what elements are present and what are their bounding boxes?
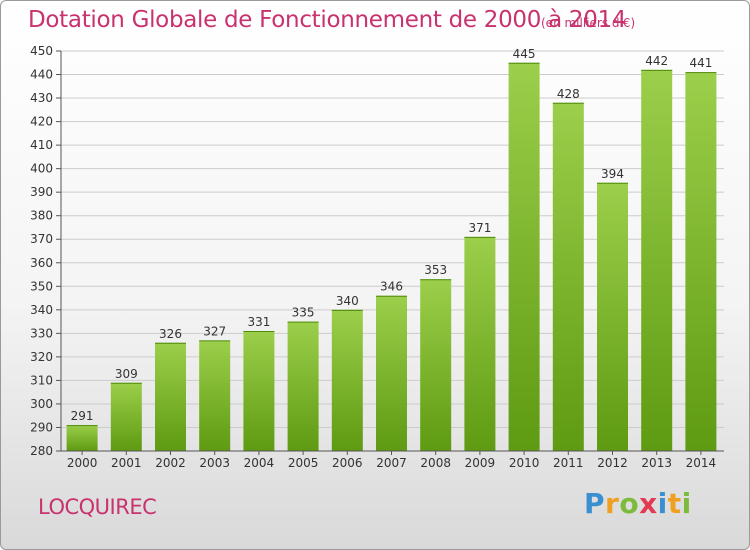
x-tick-label-2014: 2014 <box>686 456 717 470</box>
bar-2001 <box>110 382 142 451</box>
y-tick-label: 390 <box>30 185 53 199</box>
y-tick-label: 450 <box>30 44 53 58</box>
bar-2000 <box>66 425 98 451</box>
data-label-2002: 326 <box>159 327 182 341</box>
y-tick-label: 440 <box>30 68 53 82</box>
y-tick-label: 420 <box>30 115 53 129</box>
y-tick-label: 400 <box>30 162 53 176</box>
y-tick-label: 410 <box>30 138 53 152</box>
y-tick-label: 290 <box>30 420 53 434</box>
x-tick-label-2011: 2011 <box>553 456 584 470</box>
x-tick-label-2010: 2010 <box>509 456 540 470</box>
x-tick-label-2001: 2001 <box>111 456 142 470</box>
data-label-2011: 428 <box>557 87 580 101</box>
y-tick-label: 350 <box>30 279 53 293</box>
x-tick-label-2000: 2000 <box>67 456 98 470</box>
data-label-2013: 442 <box>645 54 668 68</box>
y-tick-label: 380 <box>30 209 53 223</box>
bar-2014 <box>685 72 717 452</box>
x-tick-label-2005: 2005 <box>288 456 319 470</box>
data-label-2012: 394 <box>601 167 624 181</box>
x-tick-label-2006: 2006 <box>332 456 363 470</box>
y-tick-label: 310 <box>30 373 53 387</box>
data-label-2005: 335 <box>292 306 315 320</box>
chart-title: Dotation Globale de Fonctionnement de 20… <box>28 7 627 33</box>
y-tick-label: 360 <box>30 256 53 270</box>
data-label-2009: 371 <box>468 221 491 235</box>
data-label-2014: 441 <box>689 56 712 70</box>
bar-2010 <box>508 62 540 451</box>
bar-2003 <box>199 340 231 451</box>
bar-2011 <box>552 102 584 451</box>
bar-2002 <box>155 342 186 451</box>
y-tick-label: 370 <box>30 232 53 246</box>
bar-2004 <box>243 331 275 451</box>
data-label-2007: 346 <box>380 280 403 294</box>
x-tick-label-2007: 2007 <box>376 456 407 470</box>
axes: 280 290 300 310 320 330 340 350 360 370 380 390 400 4… <box>30 44 724 470</box>
y-tick-label: 340 <box>30 303 53 317</box>
commune-name: LOCQUIREC <box>38 495 157 519</box>
y-tick-label: 280 <box>30 444 53 458</box>
proxiti-logo: Proxiti <box>584 487 692 520</box>
x-tick-label-2013: 2013 <box>641 456 672 470</box>
bar-2007 <box>376 295 407 451</box>
bar-2005 <box>287 321 319 451</box>
data-label-2003: 327 <box>203 324 226 338</box>
bar-2009 <box>464 236 496 451</box>
data-label-2000: 291 <box>71 409 94 423</box>
data-label-2008: 353 <box>424 263 447 277</box>
bar-2012 <box>597 182 628 451</box>
x-tick-label-2008: 2008 <box>420 456 451 470</box>
bar-chart: 291 309 326 327 331 335 340 346 353 371 445 428 394 4… <box>30 44 724 470</box>
bars: 291 309 326 327 331 335 340 346 353 371 445 428 394 4… <box>66 47 717 452</box>
x-tick-label-2012: 2012 <box>597 456 628 470</box>
data-label-2004: 331 <box>247 315 270 329</box>
x-tick-label-2004: 2004 <box>244 456 275 470</box>
x-tick-label-2003: 2003 <box>199 456 230 470</box>
bar-2008 <box>420 279 452 451</box>
chart-subtitle: (en milliers d'€) <box>541 16 636 30</box>
x-tick-label-2002: 2002 <box>155 456 186 470</box>
y-tick-label: 300 <box>30 397 53 411</box>
bar-2013 <box>641 69 673 451</box>
bar-2006 <box>331 309 363 451</box>
data-label-2010: 445 <box>513 47 536 61</box>
y-tick-label: 330 <box>30 326 53 340</box>
x-tick-label-2009: 2009 <box>465 456 496 470</box>
data-label-2006: 340 <box>336 294 359 308</box>
data-label-2001: 309 <box>115 367 138 381</box>
y-tick-label: 430 <box>30 91 53 105</box>
y-tick-label: 320 <box>30 350 53 364</box>
